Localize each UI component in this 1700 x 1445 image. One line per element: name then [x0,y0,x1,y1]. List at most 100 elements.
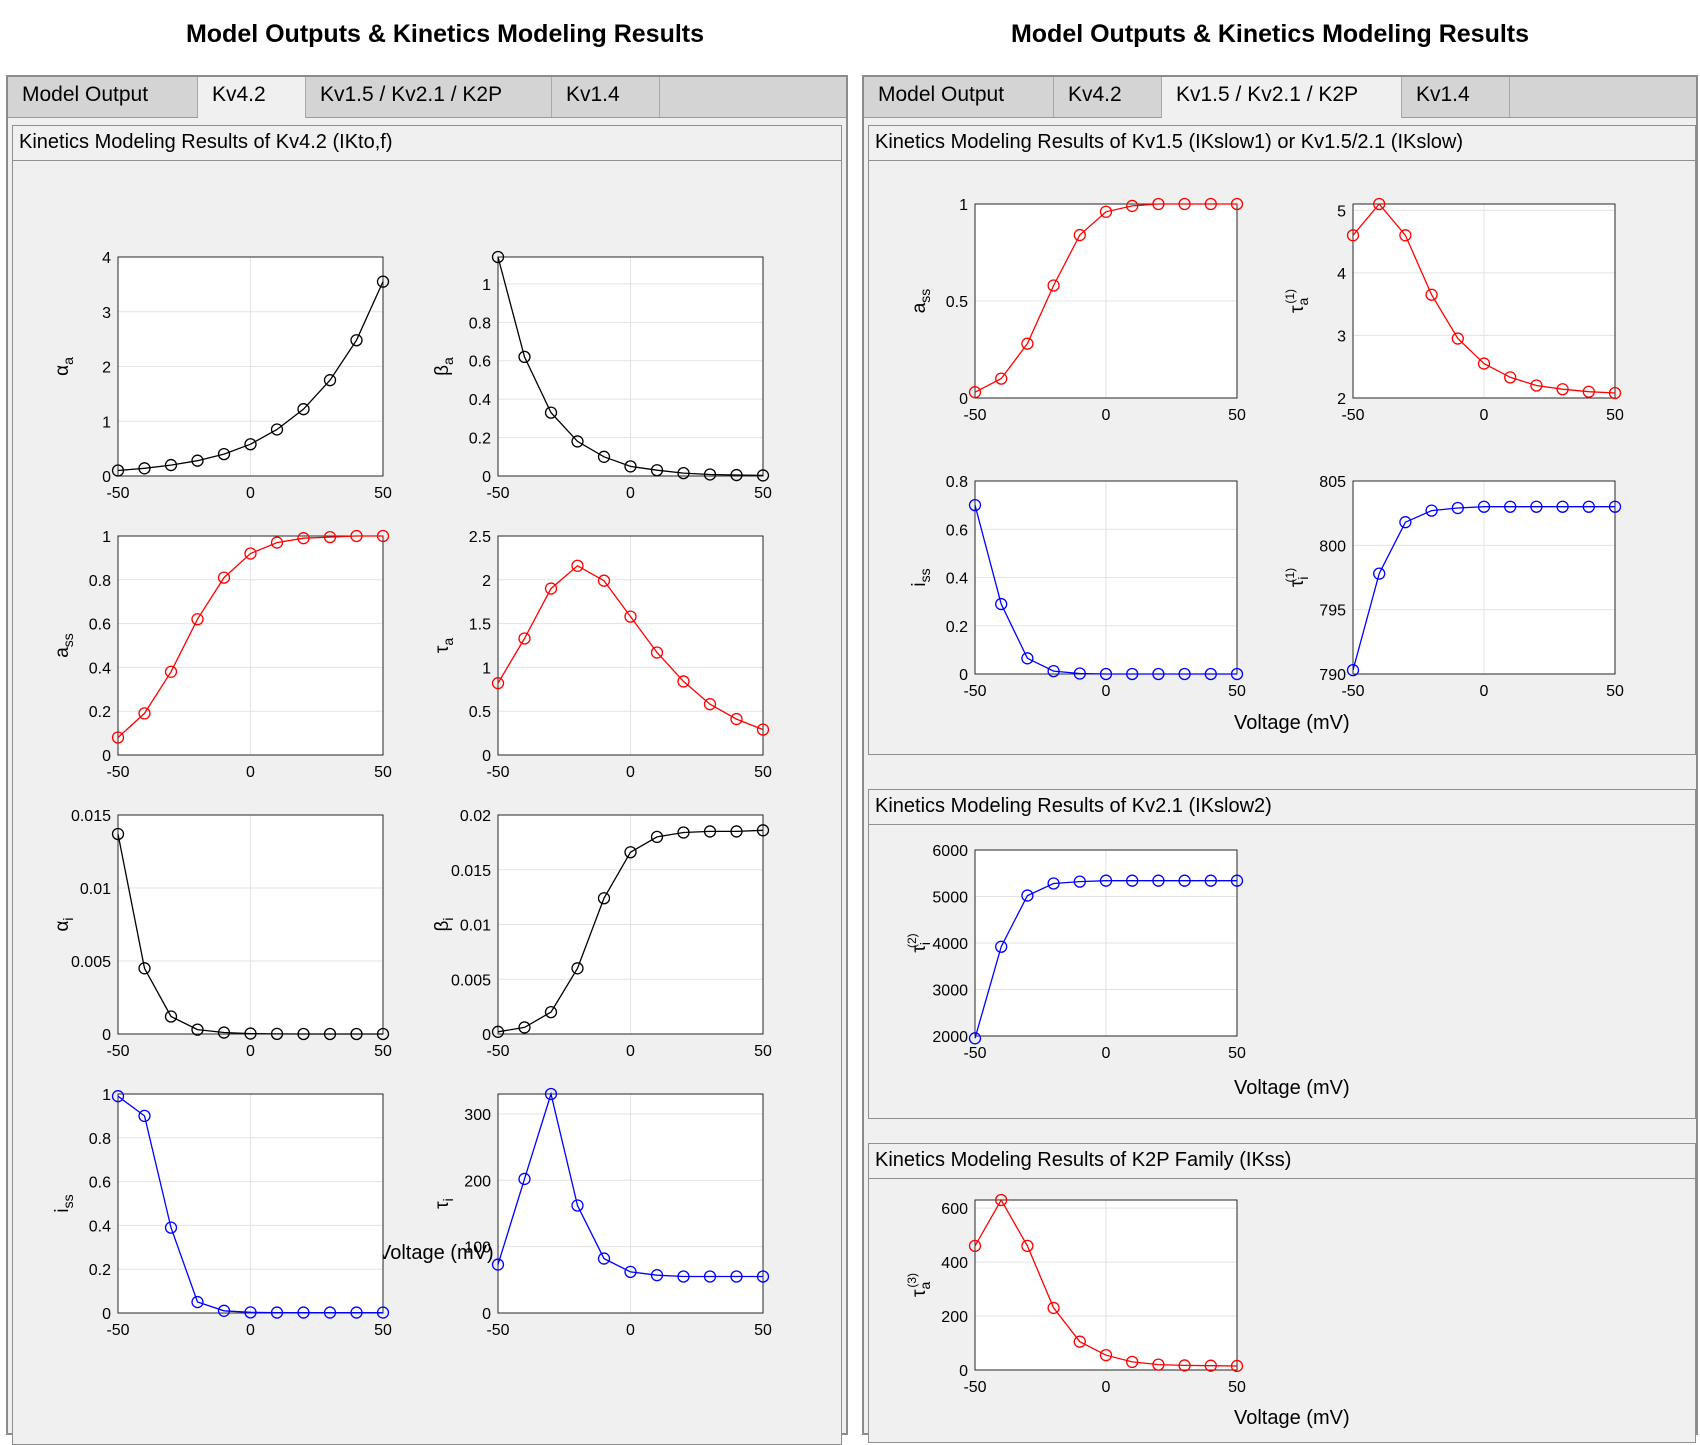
data-point [1608,386,1622,400]
data-point [323,1306,337,1319]
series-line [117,535,383,738]
y-tick-label: 1.5 [469,617,491,634]
y-tick-label: 0.2 [946,619,968,636]
data-point [217,447,231,461]
data-point [217,571,231,584]
axes-box [117,1093,384,1314]
data-point [624,846,637,859]
tab-kv42[interactable]: Kv4.2 [1054,77,1162,117]
axes-box [497,814,764,1035]
data-point [191,1295,204,1309]
y-tick-label: 1 [482,277,491,294]
data-point [111,731,125,744]
y-tick-label: 0.8 [946,474,968,491]
data-point [1451,501,1464,515]
x-tick-label: -50 [963,1045,986,1062]
y-tick-label: 1 [482,660,491,677]
y-tick-label: 0 [102,469,111,486]
data-point [650,464,664,477]
tab-kv42[interactable]: Kv4.2 [198,77,306,118]
data-point [244,547,257,560]
data-point [597,1252,611,1265]
y-axis-label: αi [52,917,76,931]
data-point [164,1010,178,1023]
data-point [350,529,363,543]
tab-model-output[interactable]: Model Output [8,77,198,117]
y-axis-label: αa [52,357,76,376]
x-tick-label: 0 [1102,1045,1111,1062]
data-point [624,460,637,473]
y-tick-label: 600 [941,1201,968,1218]
tab-kv14[interactable]: Kv1.4 [1402,77,1510,117]
data-point [244,1306,257,1319]
data-point [138,962,151,975]
data-point [350,1027,363,1041]
y-tick-label: 790 [1319,667,1346,684]
data-point [1021,889,1034,902]
y-tick-label: 0.4 [89,660,111,677]
x-tick-label: 0 [246,1322,255,1339]
data-point [491,250,505,264]
tab-kv15-kv21-k2p[interactable]: Kv1.5 / Kv2.1 / K2P [1162,77,1402,118]
data-point [164,458,178,472]
data-point [544,582,558,595]
y-tick-label: 0 [959,391,968,408]
y-tick-label: 0.015 [451,863,491,880]
data-point [703,698,717,711]
data-point [1504,371,1517,384]
data-point [244,1027,257,1040]
y-tick-label: 2000 [932,1029,968,1046]
data-point [1021,652,1034,665]
y-axis-label: ass [909,289,933,314]
x-tick-label: 50 [754,1043,772,1060]
y-tick-label: 0 [482,1027,491,1044]
x-tick-label: -50 [106,764,129,781]
data-point [703,825,717,838]
y-axis-label: τa(1) [1283,289,1311,313]
panel-title: Kinetics Modeling Results of Kv4.2 (IKto… [13,126,841,161]
data-point [571,435,584,448]
data-point [323,530,337,544]
y-tick-label: 300 [464,1107,491,1124]
y-tick-label: 4 [102,250,111,267]
x-tick-label: -50 [963,1379,986,1396]
y-tick-label: 0 [482,1306,491,1323]
data-point [756,723,770,736]
y-tick-label: 0.4 [469,392,491,409]
y-tick-label: 0.005 [451,972,491,989]
y-axis-label: τi(1) [1283,568,1311,587]
data-point [756,469,770,482]
axes-box [974,849,1238,1037]
data-point [968,498,982,512]
y-tick-label: 805 [1319,474,1346,491]
data-point [1152,1358,1165,1371]
y-tick-label: 0 [102,1027,111,1044]
y-tick-label: 0.5 [469,704,491,721]
data-point [1425,504,1438,517]
y-tick-label: 800 [1319,538,1346,555]
x-tick-label: 0 [626,1322,635,1339]
data-point [703,468,717,481]
data-point [624,610,637,623]
data-point [518,1172,531,1186]
data-point [544,1005,558,1019]
y-tick-label: 100 [464,1240,491,1257]
x-tick-label: 50 [754,485,772,502]
y-tick-label: 0 [102,748,111,765]
y-tick-label: 6000 [932,843,968,860]
tab-model-output[interactable]: Model Output [864,77,1054,117]
data-point [1178,197,1191,211]
x-tick-label: -50 [1341,407,1364,424]
tab-kv15-kv21-k2p[interactable]: Kv1.5 / Kv2.1 / K2P [306,77,552,117]
data-point [191,1023,204,1036]
data-point [350,1306,363,1319]
data-point [1230,197,1244,211]
x-tick-label: 50 [1228,1379,1246,1396]
y-tick-label: 0 [959,667,968,684]
tab-kv14[interactable]: Kv1.4 [552,77,660,117]
data-point [1073,1335,1086,1348]
x-tick-label: -50 [486,485,509,502]
data-point [518,350,531,364]
data-point [111,464,125,477]
